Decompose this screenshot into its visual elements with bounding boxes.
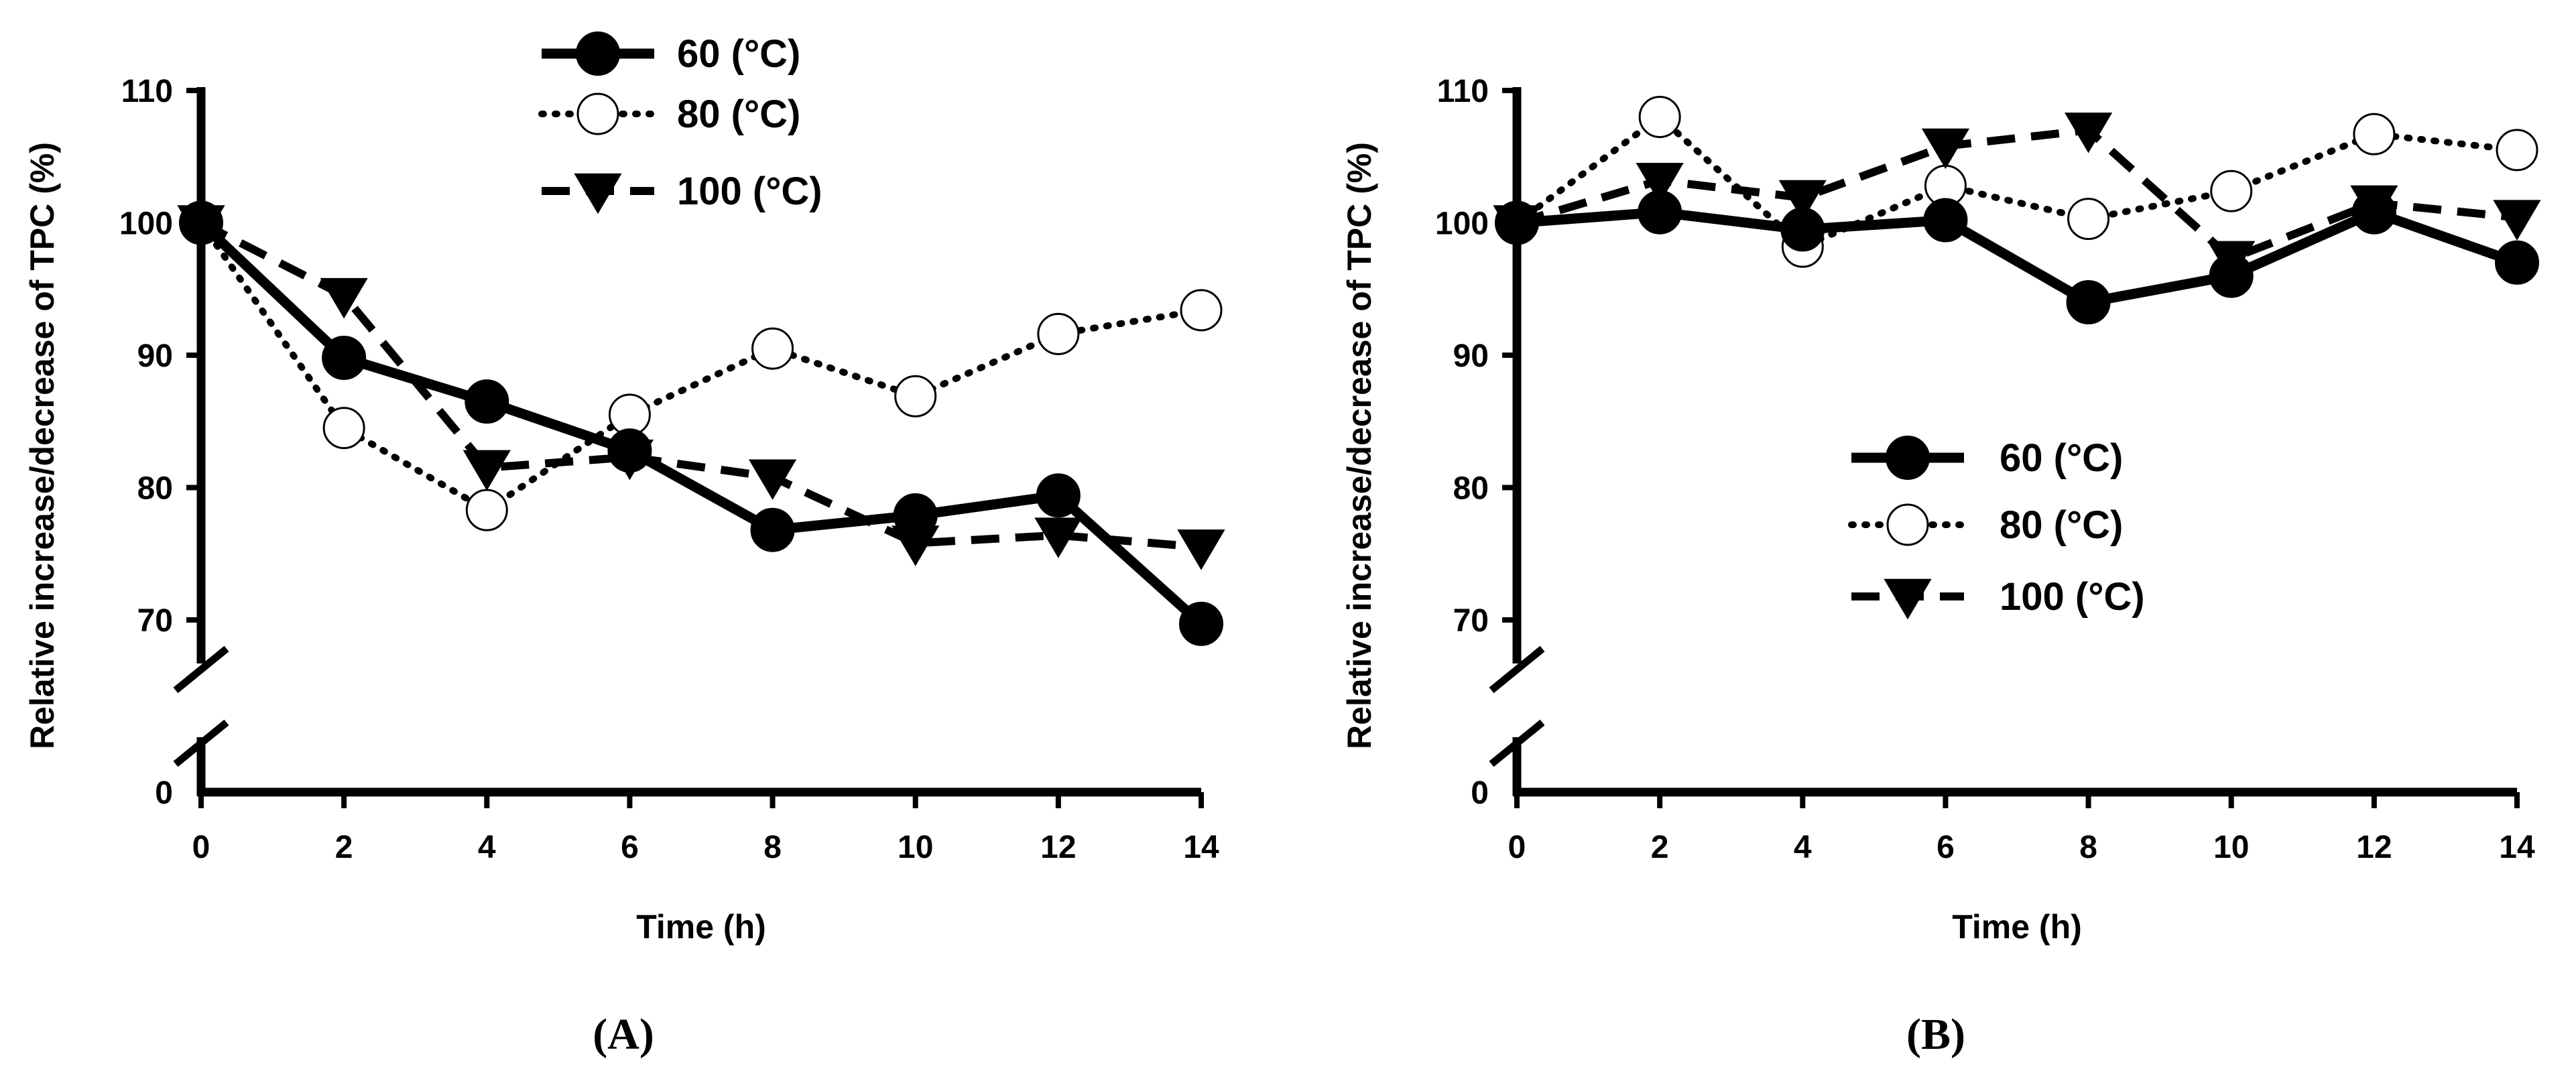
x-tick-label: 0 [1508,830,1526,865]
y-tick-label: 90 [1453,338,1489,374]
axis-break-mark-lower [1489,719,1545,767]
series-line-100 [1516,126,2518,263]
data-point-100 [1177,529,1225,570]
series-line-60 [1516,207,2519,308]
data-point-60 [465,379,509,424]
legend-label-100: 100 (°C) [2000,575,2145,619]
data-point-80 [2353,113,2396,155]
data-point-100 [320,277,368,319]
data-point-80 [465,489,508,531]
y-axis-title: Relative increase/decrease of TPC (%) [23,142,61,749]
series-markers-60 [179,200,1223,646]
y-axis-title: Relative increase/decrease of TPC (%) [1341,142,1378,749]
data-point-60 [893,493,938,537]
x-axis-title: Time (h) [636,908,766,946]
legend-label-60: 60 (°C) [677,32,800,76]
data-point-80 [894,375,937,418]
y-tick-label: 110 [121,74,173,109]
data-point-60 [179,200,223,245]
y-tick-label: 100 [119,206,173,242]
panel-label: (B) [1906,1010,1965,1059]
legend-marker-60 [576,31,620,76]
legend-marker-100 [574,173,622,214]
data-point-60 [1036,473,1081,518]
data-point-100 [1636,163,1684,204]
series-markers-60 [1495,190,2539,324]
x-tick-label: 4 [478,830,496,865]
x-tick-label: 6 [1937,830,1955,865]
x-tick-label: 2 [335,830,353,865]
data-point-80 [2210,170,2253,212]
panel-label: (A) [593,1010,654,1059]
legend-label-80: 80 (°C) [2000,503,2123,547]
data-point-100 [463,450,511,491]
x-tick-label: 4 [1794,830,1812,865]
legend-marker-60 [1886,436,1930,480]
x-tick-label: 6 [621,830,639,865]
axis-break-mark-upper [173,645,229,694]
legend-marker-80 [576,92,619,135]
data-point-60 [2066,280,2111,324]
x-tick-label: 2 [1651,830,1669,865]
x-tick-label: 14 [1183,830,1219,865]
axis-break-mark-lower [173,719,229,767]
x-axis-title: Time (h) [1952,908,2082,946]
data-point-60 [322,335,367,380]
y-tick-label: 0 [1471,775,1489,811]
x-tick-label: 8 [763,830,782,865]
y-tick-label: 0 [155,775,173,811]
y-tick-label: 80 [137,471,173,507]
x-tick-label: 14 [2499,830,2535,865]
data-point-100 [2064,113,2113,153]
legend-label-60: 60 (°C) [2000,436,2123,480]
data-point-100 [2493,200,2541,241]
data-point-80 [2496,129,2538,172]
data-point-80 [322,407,365,450]
data-point-60 [607,428,652,473]
axis-break-mark-upper [1489,645,1545,694]
data-point-60 [2351,190,2396,235]
legend-marker-100 [1884,578,1932,620]
series-line-100 [199,219,1202,552]
data-point-100 [1034,517,1083,558]
data-point-60 [1638,190,1682,235]
data-point-100 [1778,180,1827,221]
y-tick-label: 80 [1453,471,1489,507]
legend-marker-80 [1886,503,1929,546]
data-point-60 [2209,253,2254,298]
y-tick-label: 110 [1437,74,1489,109]
data-point-100 [748,459,797,501]
legend: 60 (°C) 80 (°C) 100 (°C) [1848,436,2145,620]
data-point-60 [750,507,795,552]
chart-panel-a: 0 70 80 90 100 110 0 2 4 6 8 10 12 14 Time (h) Relative… [23,31,1225,1059]
data-point-60 [1179,601,1223,646]
x-tick-label: 10 [2213,830,2249,865]
legend-label-80: 80 (°C) [677,92,800,136]
y-tick-label: 90 [137,338,173,374]
data-point-80 [751,327,794,370]
x-tick-label: 12 [2356,830,2392,865]
x-tick-label: 12 [1040,830,1076,865]
data-point-60 [1923,198,1968,243]
chart-panel-b: 0 70 80 90 100 110 0 2 4 6 8 10 12 14 Time (h) Relative… [1341,74,2541,1059]
data-point-80 [1037,312,1080,355]
data-point-80 [1180,289,1223,332]
data-point-100 [1921,128,1970,170]
y-tick-label: 100 [1435,206,1489,242]
data-point-60 [1495,200,1539,245]
data-point-80 [1638,96,1681,138]
legend-label-100: 100 (°C) [677,170,822,213]
y-tick-label: 70 [137,603,173,639]
x-tick-label: 10 [898,830,933,865]
data-point-60 [2495,240,2539,285]
x-tick-label: 0 [192,830,210,865]
y-tick-label: 70 [1453,603,1489,639]
series-line-60 [197,219,1205,628]
x-tick-label: 8 [2079,830,2097,865]
legend: 60 (°C) 80 (°C) 100 (°C) [538,31,822,214]
data-point-80 [2067,198,2110,241]
data-point-60 [1780,207,1825,252]
